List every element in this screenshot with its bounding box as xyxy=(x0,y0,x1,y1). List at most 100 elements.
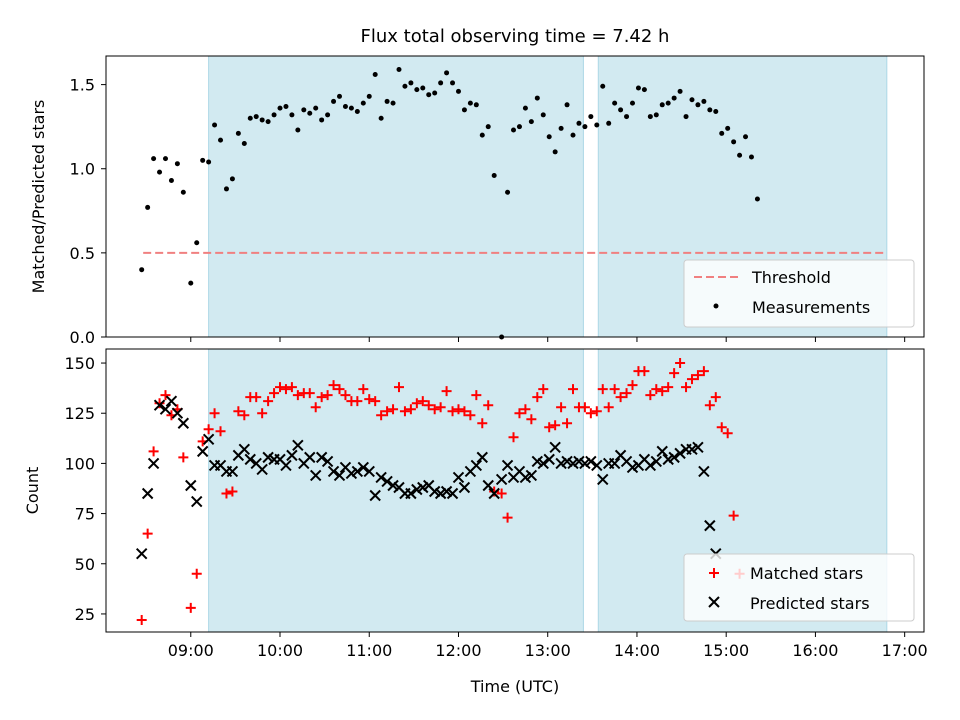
measurement-point xyxy=(348,105,354,111)
measurement-point xyxy=(743,134,749,140)
measurement-point xyxy=(313,105,319,111)
matched-star-point xyxy=(275,382,286,393)
measurement-point xyxy=(438,80,444,86)
measurement-point xyxy=(534,95,540,101)
measurement-point xyxy=(606,120,612,126)
measurement-point xyxy=(588,114,594,120)
matched-star-point xyxy=(471,390,482,401)
matched-star-point xyxy=(370,396,381,407)
matched-star-point xyxy=(429,404,440,415)
predicted-star-point xyxy=(650,455,662,468)
count-y-tick-label: 25 xyxy=(75,605,95,624)
measurement-point xyxy=(325,112,331,118)
predicted-star-point xyxy=(153,399,166,411)
matched-star-point xyxy=(663,382,674,393)
measurement-point xyxy=(641,87,647,93)
predicted-star-point xyxy=(704,519,716,532)
ratio-legend: Threshold Measurements xyxy=(683,259,915,328)
measurement-point xyxy=(505,189,511,195)
measurement-point xyxy=(725,125,731,131)
matched-star-point xyxy=(233,406,244,417)
count-x-tick-label: 13:00 xyxy=(525,641,571,660)
measurement-point xyxy=(378,115,384,121)
ratio-y-ticks: 0.0 0.5 1.0 1.5 xyxy=(70,76,106,347)
count-y-tick-label: 50 xyxy=(75,555,95,574)
predicted-star-point xyxy=(405,487,417,500)
threshold-legend-label: Threshold xyxy=(751,268,831,287)
matched-star-point xyxy=(568,384,579,395)
matched-star-point xyxy=(532,392,543,403)
predicted-star-point xyxy=(674,447,686,460)
predicted-star-point xyxy=(375,471,387,484)
measurement-point xyxy=(301,107,307,113)
count-x-tick-label: 12:00 xyxy=(435,641,481,660)
matched-star-point xyxy=(322,390,333,401)
count-y-tick-label: 150 xyxy=(64,354,95,373)
matched-star-point xyxy=(669,368,680,379)
measurement-points xyxy=(139,66,760,340)
matched-star-point xyxy=(657,386,668,397)
matched-star-point xyxy=(704,400,715,411)
measurement-point xyxy=(180,189,186,195)
matched-star-point xyxy=(639,366,650,377)
measurement-point xyxy=(511,127,517,133)
predicted-star-point xyxy=(692,441,704,454)
predicted-star-point xyxy=(608,457,621,470)
measurement-point xyxy=(707,107,713,113)
measurement-point xyxy=(432,90,438,96)
predicted-star-point xyxy=(280,459,292,472)
matched-star-point xyxy=(388,404,399,415)
matched-star-point xyxy=(263,396,274,407)
predicted-star-point xyxy=(543,453,555,466)
measurement-point xyxy=(600,83,606,89)
measurement-point xyxy=(295,127,301,133)
measurement-point xyxy=(618,107,624,113)
measurement-point xyxy=(384,98,390,104)
matched-star-point xyxy=(722,428,733,439)
predicted-star-point xyxy=(286,449,298,462)
count-plot-frame xyxy=(105,348,925,633)
matched-star-point xyxy=(209,408,220,419)
measurement-point xyxy=(241,140,247,146)
predicted-star-point xyxy=(177,417,190,429)
matched-star-point xyxy=(496,488,507,499)
count-x-tick-label: 17:00 xyxy=(882,641,928,660)
predicted-star-point xyxy=(191,495,203,508)
predicted-star-point xyxy=(238,443,251,456)
predicted-star-point xyxy=(309,469,322,482)
measurement-point xyxy=(695,102,701,108)
matched-star-point xyxy=(310,402,321,413)
matched-star-point xyxy=(538,384,549,395)
predicted-star-point xyxy=(369,489,381,502)
predicted-star-point xyxy=(458,481,471,494)
predicted-star-point xyxy=(482,479,494,492)
measurement-point xyxy=(552,149,558,155)
matched-star-point xyxy=(178,452,189,463)
predicted-star-point xyxy=(244,453,256,466)
matched-star-points xyxy=(136,358,745,625)
ratio-y-tick-label: 1.0 xyxy=(70,160,95,179)
matched-star-point xyxy=(417,396,428,407)
measurement-point xyxy=(748,154,754,160)
measurement-point xyxy=(719,130,725,136)
observing-interval xyxy=(208,55,584,338)
measurement-point xyxy=(576,120,582,126)
count-legend-box xyxy=(683,553,915,622)
predicted-star-point xyxy=(470,459,483,472)
matched-star-point xyxy=(483,400,494,411)
measurement-point xyxy=(671,95,677,101)
matched-star-point xyxy=(227,486,238,497)
predicted-star-point xyxy=(597,473,609,486)
matched-star-point xyxy=(550,420,561,431)
matched-star-point xyxy=(136,614,147,625)
measurement-point xyxy=(319,117,325,123)
matched-star-point xyxy=(215,426,226,437)
count-x-axis-label: Time (UTC) xyxy=(470,677,559,696)
matched-star-point xyxy=(239,410,250,421)
matched-star-point xyxy=(651,384,662,395)
matched-star-point xyxy=(526,414,537,425)
measurement-point xyxy=(491,172,497,178)
measurement-point xyxy=(473,102,479,108)
matched-star-point xyxy=(556,402,567,413)
predicted-star-point xyxy=(226,465,239,478)
